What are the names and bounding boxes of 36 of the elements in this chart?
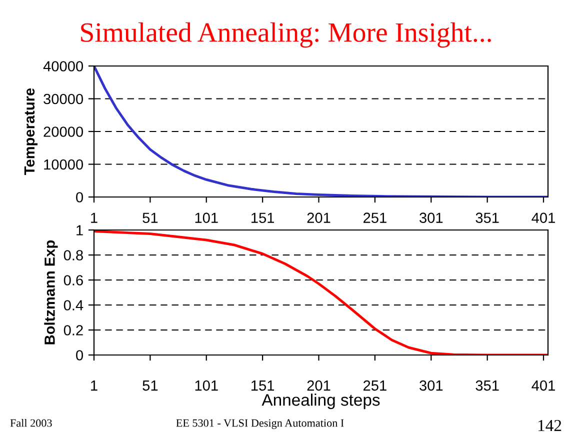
text: Fall 2003 [10, 418, 52, 427]
x-tick-label: 101 [195, 380, 218, 391]
x-tick-label: 401 [532, 380, 555, 391]
y-tick-label: 0 [76, 192, 84, 202]
y-tick-label: 0.4 [64, 300, 84, 310]
text: 142 [538, 420, 562, 432]
x-tick-label: 51 [142, 380, 158, 391]
x-tick-label: 1 [91, 212, 98, 223]
y-axis-title: Temperature [24, 88, 38, 175]
x-tick-label: 201 [307, 212, 330, 223]
x-tick-label: 351 [476, 380, 499, 391]
x-tick-label: 251 [364, 380, 386, 391]
x-tick-label: 401 [532, 212, 555, 223]
x-tick-label: 1 [91, 380, 98, 391]
y-tick-label: 40000 [43, 61, 84, 72]
y-tick-label: 0.8 [64, 250, 83, 260]
y-tick-label: 30000 [44, 94, 84, 104]
y-tick-label: 0.6 [64, 275, 83, 286]
y-tick-label: 10000 [44, 159, 84, 170]
x-axis-title: Annealing steps [262, 394, 380, 410]
y-tick-label: 0 [76, 350, 84, 360]
x-tick-label: 301 [420, 380, 443, 391]
y-tick-label: 1 [76, 225, 83, 236]
x-tick-label: 351 [476, 212, 499, 223]
x-tick-label: 101 [195, 212, 218, 223]
x-tick-label: 251 [364, 212, 386, 223]
y-tick-label: 0.2 [64, 325, 83, 336]
y-axis-title: Boltzmann Exp [44, 240, 58, 344]
x-tick-label: 151 [252, 212, 274, 223]
x-tick-label: 301 [420, 212, 443, 223]
x-tick-label: 51 [142, 212, 158, 223]
chart-title: Simulated Annealing: More Insight... [81, 22, 491, 48]
x-tick-label: 201 [307, 380, 330, 391]
y-tick-label: 20000 [44, 126, 84, 137]
text: EE 5301 - VLSI Design Automation I [176, 419, 344, 430]
x-tick-label: 151 [252, 380, 274, 391]
